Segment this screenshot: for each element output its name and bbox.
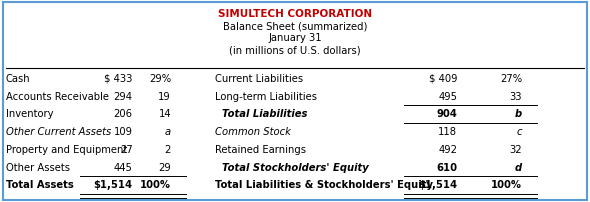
- Text: Total Liabilities & Stockholders' Equity: Total Liabilities & Stockholders' Equity: [215, 180, 433, 190]
- Text: 29%: 29%: [149, 74, 171, 84]
- Text: Inventory: Inventory: [6, 109, 54, 119]
- Text: 33: 33: [510, 92, 522, 102]
- Text: 19: 19: [158, 92, 171, 102]
- Text: 206: 206: [114, 109, 133, 119]
- Text: SIMULTECH CORPORATION: SIMULTECH CORPORATION: [218, 9, 372, 19]
- Text: 294: 294: [114, 92, 133, 102]
- Text: Long-term Liabilities: Long-term Liabilities: [215, 92, 317, 102]
- Text: Property and Equipment: Property and Equipment: [6, 145, 127, 155]
- Text: 100%: 100%: [140, 180, 171, 190]
- Text: Retained Earnings: Retained Earnings: [215, 145, 306, 155]
- Text: Current Liabilities: Current Liabilities: [215, 74, 303, 84]
- Text: Balance Sheet (summarized): Balance Sheet (summarized): [223, 21, 367, 31]
- Text: d: d: [515, 163, 522, 173]
- Text: 109: 109: [114, 127, 133, 137]
- Text: 445: 445: [114, 163, 133, 173]
- Text: 100%: 100%: [491, 180, 522, 190]
- Text: Total Stockholders' Equity: Total Stockholders' Equity: [215, 163, 369, 173]
- Text: $ 409: $ 409: [429, 74, 457, 84]
- Text: Common Stock: Common Stock: [215, 127, 291, 137]
- Text: $ 433: $ 433: [104, 74, 133, 84]
- Text: 27: 27: [120, 145, 133, 155]
- Text: a: a: [165, 127, 171, 137]
- Text: Accounts Receivable: Accounts Receivable: [6, 92, 109, 102]
- Text: b: b: [515, 109, 522, 119]
- Text: $1,514: $1,514: [418, 180, 457, 190]
- Text: Total Assets: Total Assets: [6, 180, 74, 190]
- Text: 14: 14: [159, 109, 171, 119]
- Text: c: c: [517, 127, 522, 137]
- Text: 27%: 27%: [500, 74, 522, 84]
- Text: $1,514: $1,514: [94, 180, 133, 190]
- Text: 2: 2: [165, 145, 171, 155]
- Text: 118: 118: [438, 127, 457, 137]
- Text: (in millions of U.S. dollars): (in millions of U.S. dollars): [229, 45, 361, 56]
- Text: Other Assets: Other Assets: [6, 163, 70, 173]
- Text: January 31: January 31: [268, 33, 322, 43]
- Text: 904: 904: [437, 109, 457, 119]
- Text: 492: 492: [438, 145, 457, 155]
- Text: 32: 32: [510, 145, 522, 155]
- Text: 29: 29: [158, 163, 171, 173]
- Text: Cash: Cash: [6, 74, 31, 84]
- Text: 610: 610: [436, 163, 457, 173]
- Text: 495: 495: [438, 92, 457, 102]
- Text: Other Current Assets: Other Current Assets: [6, 127, 111, 137]
- Text: Total Liabilities: Total Liabilities: [215, 109, 308, 119]
